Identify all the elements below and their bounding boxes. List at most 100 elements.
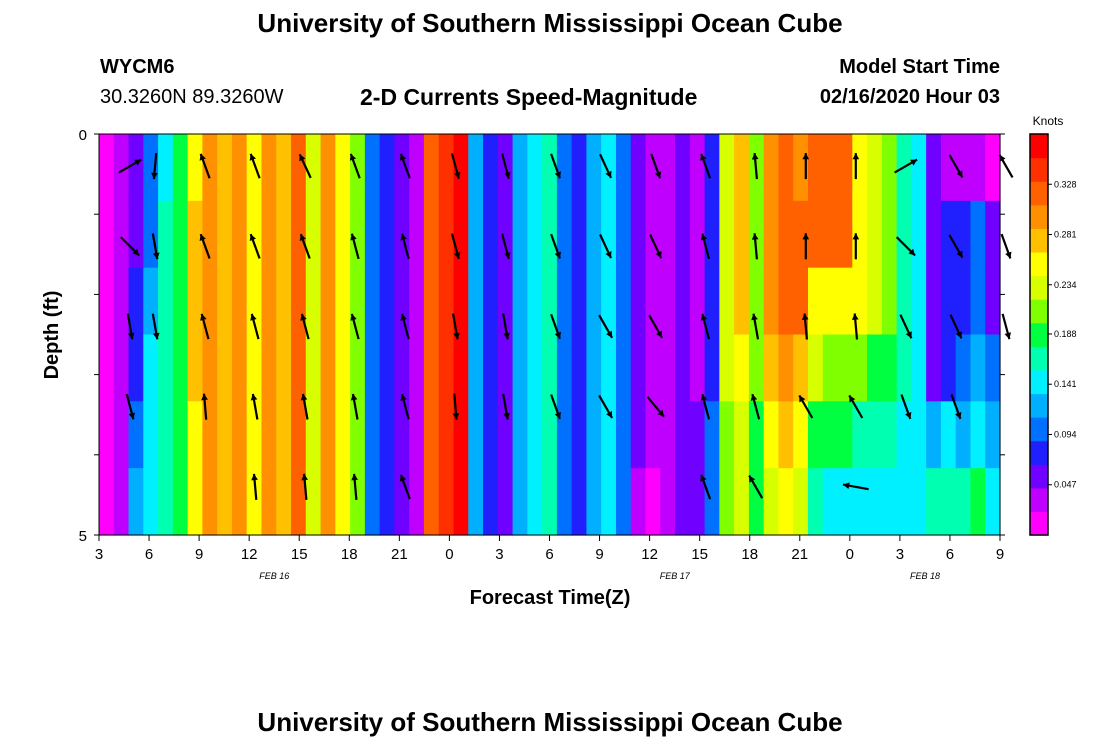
heatmap-cell — [350, 267, 366, 336]
heatmap-cell — [926, 200, 942, 269]
heatmap-cell — [438, 401, 455, 469]
heatmap-cell — [379, 401, 396, 469]
colorbar: 0.328 0.281 0.234 0.188 0.141 0.094 0.047 — [1029, 133, 1077, 536]
heatmap-cell — [586, 468, 602, 536]
current-arrow — [502, 393, 510, 420]
heatmap-cell — [512, 468, 528, 536]
current-arrow — [751, 233, 759, 260]
heatmap-cell — [187, 334, 203, 402]
heatmap-cell — [704, 200, 720, 269]
colorbar-swatch — [1030, 181, 1048, 206]
heatmap-cell — [793, 401, 809, 469]
heatmap-cell — [409, 401, 425, 469]
heatmap-cell — [158, 267, 174, 336]
station-coordinates: 30.3260N 89.3260W — [100, 86, 284, 108]
heatmap-cell — [645, 267, 661, 336]
heatmap-cell — [763, 468, 780, 536]
heatmap-cell — [512, 401, 528, 469]
heatmap-cell — [867, 334, 883, 402]
current-arrow — [650, 153, 662, 179]
heatmap-cell — [896, 401, 912, 469]
heatmap-cell — [291, 468, 307, 536]
heatmap-cell — [379, 200, 396, 269]
heatmap-cell — [246, 134, 263, 202]
heatmap-cell — [320, 334, 336, 402]
x-tick-label: 9 — [996, 546, 1004, 563]
current-arrow — [949, 314, 963, 339]
heatmap-cell — [822, 267, 839, 336]
x-tick-label: 18 — [741, 546, 758, 563]
current-arrow — [700, 153, 712, 179]
heatmap-cell — [793, 134, 809, 202]
heatmap-cell — [172, 267, 189, 336]
current-arrow — [502, 313, 510, 340]
x-tick-label: 9 — [595, 546, 603, 563]
heatmap-cell — [99, 334, 115, 402]
current-arrow — [501, 153, 511, 179]
heatmap-cell — [512, 334, 528, 402]
heatmap-cell — [586, 200, 602, 269]
current-arrow — [298, 153, 312, 179]
heatmap-cell — [734, 267, 750, 336]
current-arrow — [249, 153, 261, 179]
heatmap-cell — [556, 468, 573, 536]
heatmap-cell — [468, 468, 484, 536]
heatmap-cell — [660, 334, 676, 402]
heatmap-cell — [113, 334, 130, 402]
heatmap-cell — [512, 200, 528, 269]
heatmap-cell — [955, 468, 972, 536]
heatmap-cell — [734, 401, 750, 469]
heatmap-cell — [128, 200, 144, 269]
colorbar-tick-label: 0.188 — [1054, 329, 1077, 339]
current-arrow — [120, 236, 140, 257]
current-arrow — [1001, 313, 1011, 340]
current-arrow — [452, 393, 460, 420]
heatmap-cell — [748, 334, 765, 402]
heatmap-cell — [822, 134, 839, 202]
heatmap-cell — [896, 200, 912, 269]
current-arrow — [852, 153, 860, 180]
heatmap-cell — [99, 134, 115, 202]
heatmap-cell — [291, 134, 307, 202]
heatmap-cell — [497, 200, 514, 269]
x-tick-label: 9 — [195, 546, 203, 563]
heatmap-cell — [601, 200, 617, 269]
current-arrow — [350, 233, 360, 260]
x-tick-label: 12 — [641, 546, 658, 563]
model-start-value: 02/16/2020 Hour 03 — [819, 86, 1000, 108]
heatmap-cell — [187, 200, 203, 269]
colorbar-tick-label: 0.141 — [1054, 379, 1077, 389]
colorbar-label: Knots — [1033, 114, 1064, 128]
current-arrow — [848, 394, 864, 419]
heatmap-cell — [483, 267, 499, 336]
heatmap-cell — [778, 468, 794, 536]
heatmap-cell — [217, 334, 233, 402]
heatmap-cell — [128, 134, 144, 202]
colorbar-swatch — [1030, 299, 1048, 324]
heatmap-cell — [615, 134, 632, 202]
heatmap-cell — [187, 401, 203, 469]
heatmap-cell — [128, 267, 144, 336]
heatmap-cell — [364, 468, 381, 536]
heatmap-cell — [335, 468, 351, 536]
heatmap-cell — [837, 200, 853, 269]
heatmap-cell — [807, 267, 824, 336]
current-arrow — [450, 233, 461, 260]
heatmap-cell — [852, 134, 868, 202]
heatmap-cell — [970, 401, 986, 469]
heatmap-cell — [113, 200, 130, 269]
heatmap-cell — [704, 267, 720, 336]
heatmap-cell — [99, 401, 115, 469]
colorbar-tick-label: 0.281 — [1054, 230, 1077, 240]
currents-chart: 3 6 9 12 15 18 21 0 3 6 9 12 15 18 21 0 3 6 9 FEB 16 FEB 17 F… — [41, 114, 1077, 609]
heatmap-cell — [719, 134, 735, 202]
heatmap-cell — [320, 267, 336, 336]
heatmap-cell — [261, 200, 277, 269]
heatmap-cell — [527, 134, 543, 202]
heatmap-cell — [261, 134, 277, 202]
heatmap-cell — [158, 401, 174, 469]
heatmap-cell — [217, 267, 233, 336]
heatmap-cell — [719, 334, 735, 402]
heatmap-cell — [778, 334, 794, 402]
x-tick-label: 3 — [495, 546, 503, 563]
